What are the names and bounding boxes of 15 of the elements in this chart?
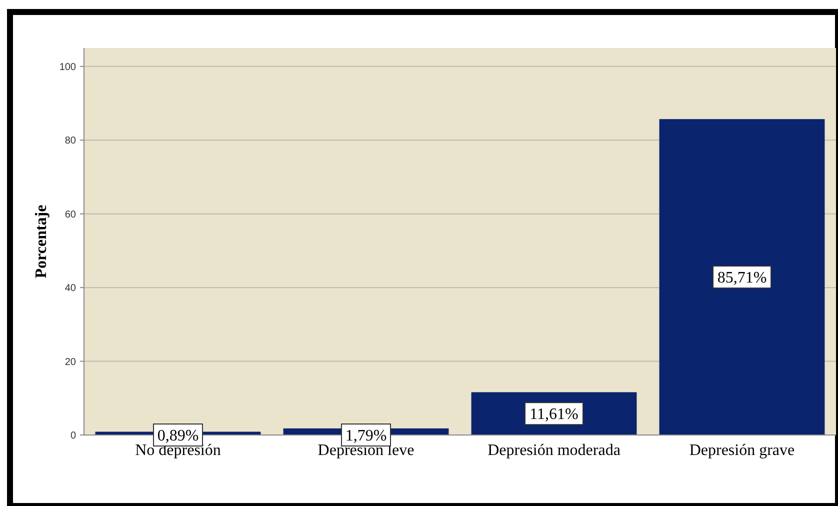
x-tick-label: No depresión bbox=[135, 442, 221, 459]
x-tick-label: Depresión grave bbox=[689, 442, 795, 459]
y-tick-label: 0 bbox=[70, 430, 76, 442]
y-axis-title: Porcentaje bbox=[33, 204, 50, 278]
data-label: 0,89% bbox=[157, 428, 199, 445]
x-tick-label: Depresión moderada bbox=[488, 442, 620, 459]
data-label: 11,61% bbox=[530, 406, 578, 424]
y-tick-label: 40 bbox=[64, 283, 76, 294]
data-label: 1,79% bbox=[345, 428, 387, 445]
y-tick-label: 60 bbox=[64, 209, 76, 220]
data-label: 85,71% bbox=[717, 270, 767, 287]
bar bbox=[659, 119, 825, 435]
y-tick-label: 100 bbox=[59, 62, 76, 73]
y-tick-label: 80 bbox=[64, 136, 76, 147]
y-tick-label: 20 bbox=[64, 356, 76, 368]
